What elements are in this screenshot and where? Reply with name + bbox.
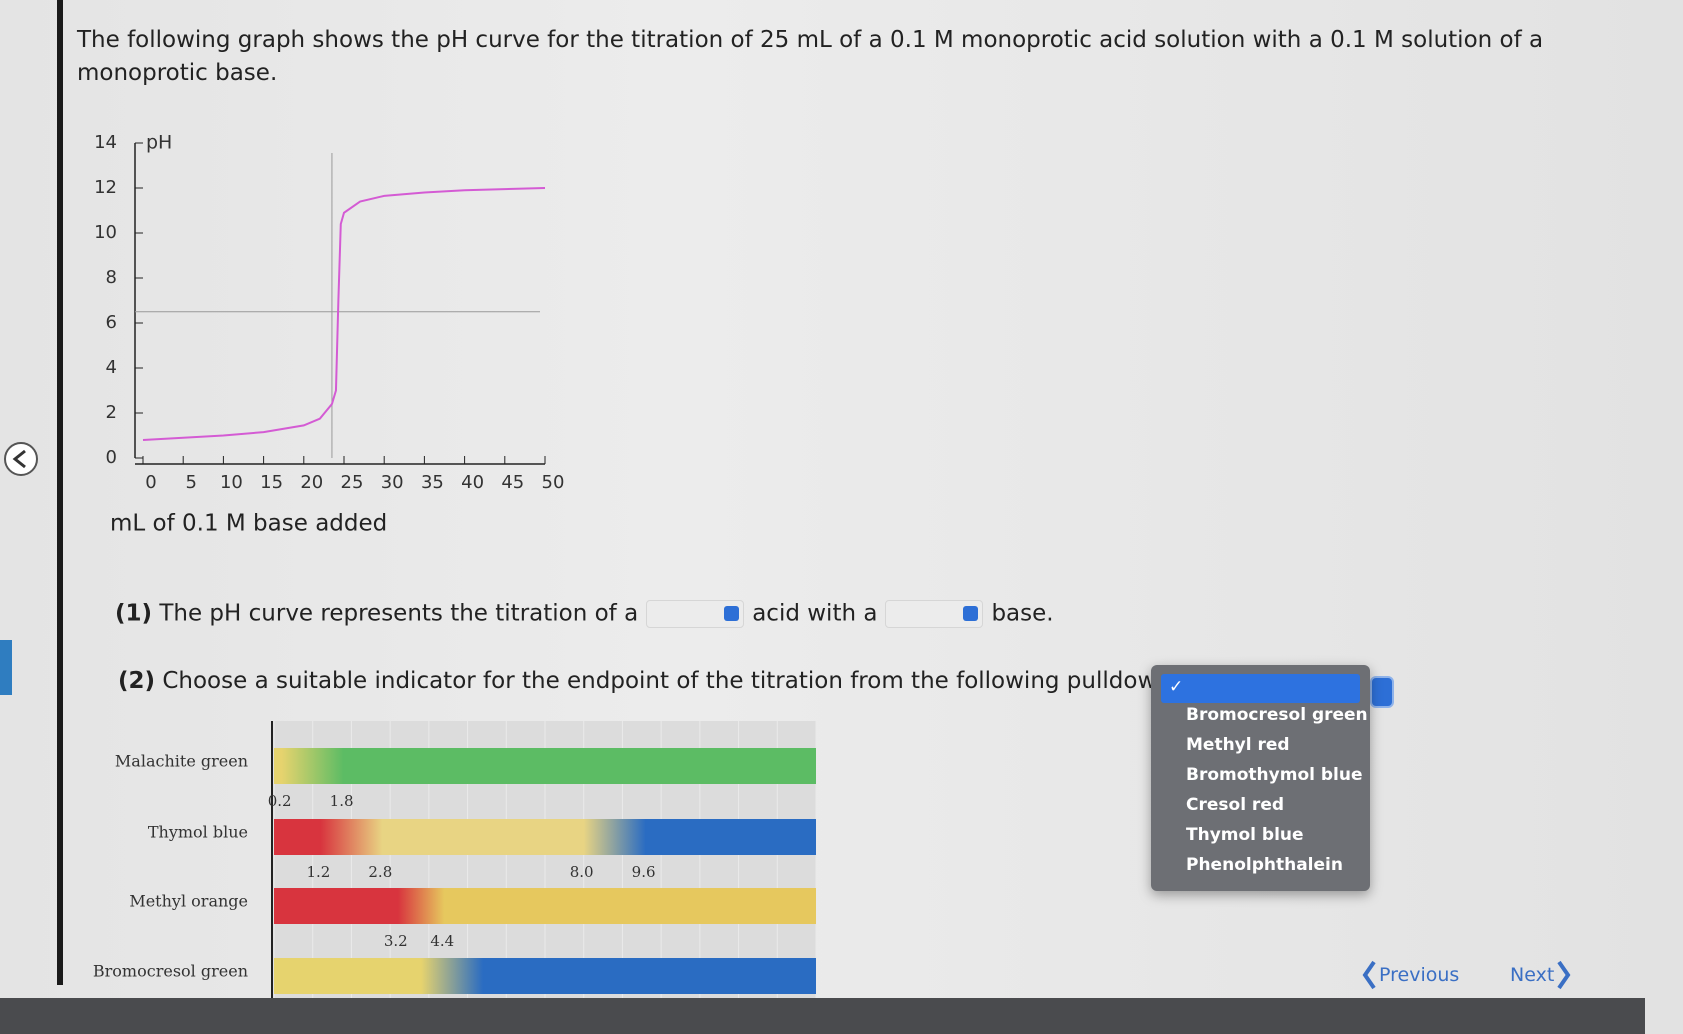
q-number: (1) — [115, 600, 153, 627]
y-tick-label: 12 — [94, 177, 117, 198]
x-tick-label: 35 — [421, 472, 444, 493]
q-text: Choose a suitable indicator for the endp… — [162, 668, 1220, 694]
transition-label: 2.8 — [368, 863, 392, 881]
transition-label: 3.2 — [384, 932, 408, 950]
indicator-name: Methyl orange — [129, 892, 248, 911]
indicator-bar — [274, 888, 816, 924]
x-axis-label: mL of 0.1 M base added — [110, 511, 387, 537]
y-tick-label: 8 — [106, 267, 117, 288]
menu-option[interactable]: Phenolphthalein — [1186, 855, 1343, 875]
question: The following graph shows the pH curve f… — [77, 27, 1544, 86]
x-tick-label: 20 — [300, 472, 323, 493]
y-tick-label: 10 — [94, 222, 117, 243]
x-tick-label: 25 — [341, 472, 364, 493]
y-tick-label: 4 — [106, 357, 117, 378]
y-tick-label: 2 — [106, 402, 117, 423]
transition-label: 9.6 — [632, 863, 656, 881]
x-tick-label: 15 — [260, 472, 283, 493]
bezel-edge — [57, 0, 63, 985]
dropdown-arrow[interactable] — [1370, 676, 1394, 708]
indicator-name: Bromocresol green — [93, 962, 248, 981]
transition-label: 4.4 — [430, 932, 454, 950]
y-tick-label: 14 — [94, 132, 117, 153]
menu-option[interactable]: Bromocresol green — [1186, 705, 1368, 725]
question-1: (1) The pH curve represents the titratio… — [115, 600, 1054, 628]
x-tick-label: 5 — [185, 472, 196, 493]
side-tab — [0, 640, 12, 695]
x-tick-label: 0 — [145, 472, 156, 493]
bottom-bar — [0, 998, 1645, 1034]
q-text: The pH curve represents the titration of… — [159, 600, 639, 627]
menu-option[interactable]: Thymol blue — [1186, 825, 1304, 845]
indicator-bar — [274, 958, 816, 994]
nav-label: Previous — [1379, 964, 1460, 986]
question-2: (2) Choose a suitable indicator for the … — [118, 668, 1219, 694]
menu-option[interactable]: Bromothymol blue — [1186, 765, 1363, 785]
menu-option[interactable]: Methyl red — [1186, 735, 1290, 755]
x-tick-label: 10 — [220, 472, 243, 493]
indicator-bar — [274, 748, 816, 784]
indicator-name: Thymol blue — [148, 823, 248, 842]
transition-label: 1.8 — [330, 792, 354, 810]
y-tick-label: 0 — [106, 447, 117, 468]
nav-next[interactable]: Next — [1510, 960, 1571, 990]
nav-previous[interactable]: Previous — [1362, 960, 1459, 990]
transition-label: 8.0 — [570, 863, 594, 881]
dropdown[interactable] — [885, 600, 984, 628]
menu-option[interactable]: Cresol red — [1186, 795, 1285, 815]
nav-label: Next — [1510, 964, 1555, 986]
dropdown[interactable] — [646, 600, 745, 628]
q-number: (2) — [118, 668, 156, 694]
q-text: base. — [991, 600, 1054, 627]
indicator-name: Malachite green — [115, 752, 248, 771]
ph-curve — [142, 187, 546, 441]
x-tick-label: 50 — [542, 472, 565, 493]
back-button[interactable] — [4, 442, 38, 476]
x-tick-label: 40 — [461, 472, 484, 493]
menu-selected[interactable]: ✓ — [1161, 674, 1360, 703]
indicator-bar — [274, 819, 816, 855]
transition-label: 1.2 — [306, 863, 330, 881]
dropdown-menu: ✓ Bromocresol green Methyl red Bromothymol… — [1151, 665, 1370, 891]
y-axis-label: pH — [146, 132, 172, 154]
x-tick-label: 30 — [381, 472, 404, 493]
y-tick-label: 6 — [106, 312, 117, 333]
chevron — [1557, 960, 1571, 990]
q-text: acid with a — [752, 600, 878, 627]
transition-label: 0.2 — [268, 792, 292, 810]
checkmark: ✓ — [1169, 677, 1184, 697]
chevron — [1362, 960, 1376, 990]
x-tick-label: 45 — [501, 472, 524, 493]
